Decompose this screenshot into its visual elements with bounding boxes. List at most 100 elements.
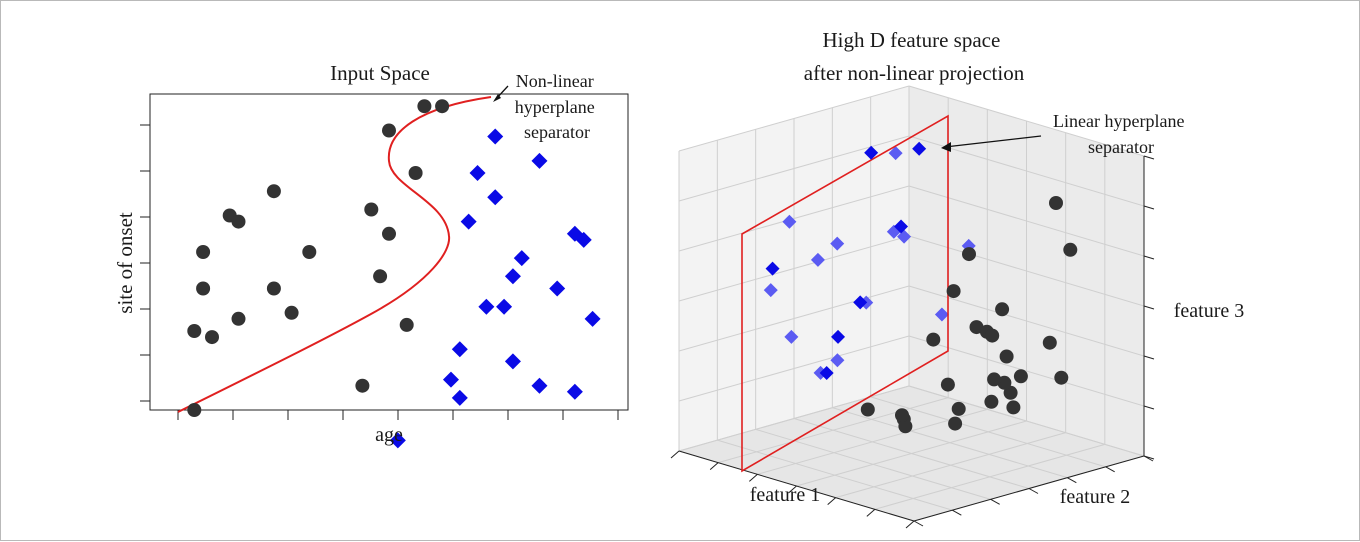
left-circle-point [266,184,281,199]
feature-circle-point [926,332,941,347]
feature-diamond-point [765,261,780,276]
left-diamond-point [531,377,548,394]
left-data-points [187,99,601,449]
gridline [908,85,1145,157]
left-circle-point [187,403,202,417]
right-panel-title: High D feature space after non-linear pr… [804,28,1025,85]
left-diamond-point [531,152,548,169]
left-diamond-point [451,389,468,406]
feature-2-tick [1105,466,1115,473]
feature-2-tick [913,520,924,527]
feature-3-tick [1143,155,1155,160]
left-diamond-point [584,310,601,327]
3d-panes [679,86,1144,521]
feature-2-label: feature 2 [1060,486,1131,508]
left-diamond-point [566,383,583,400]
feature-3-tick [1143,305,1155,310]
feature-circle-point [1006,400,1021,415]
left-diamond-point [442,371,459,388]
left-panel-title: Input Space [330,61,430,85]
feature-diamond-point [819,365,834,380]
feature-diamond-point [864,145,879,160]
left-diamond-point [504,268,521,285]
left-circle-point [231,311,246,326]
3d-axes [670,155,1155,529]
gridline [678,85,910,152]
left-circle-point [364,202,379,217]
left-circle-point [196,281,211,296]
feature-circle-point [1063,242,1078,257]
left-circle-point [399,317,414,332]
nonlinear-separator-curve [177,96,492,413]
feature-circle-point [1013,369,1028,384]
left-annotation-arrowhead [493,94,501,102]
feature-circle-point [940,377,955,392]
left-circle-point [205,330,219,345]
left-diamond-point [575,231,592,248]
left-diamond-point [513,250,530,267]
feature-circle-point [962,247,976,262]
feature-diamond-point [894,219,909,234]
right-annotation-arrowhead [941,142,951,152]
feature-circle-point [999,349,1014,364]
left-annotation-line-1: Non-linear [516,71,594,91]
left-circle-point [302,245,317,259]
feature-1-tick [788,485,797,494]
feature-circle-point [860,402,875,417]
feature-2-tick [1028,488,1039,494]
feature-3-tick [1143,355,1155,360]
left-circle-point [355,378,370,393]
left-circle-point [435,99,450,114]
left-plot-frame [149,93,629,411]
left-annotation: Non-linear hyperplane separator [515,71,599,142]
left-diamond-point [487,189,504,206]
left-diamond-point [460,213,477,230]
feature-circle-point [1003,385,1018,400]
feature-3-tick [1143,405,1155,410]
feature-circle-point [985,328,1000,343]
feature-3-tick [1143,455,1155,460]
feature-1-tick [827,497,836,506]
feature-circle-point [1042,335,1057,350]
left-diamond-point [504,353,521,370]
feature-diamond-point [853,295,868,310]
left-xlabel: age [375,424,403,446]
left-circle-point [382,123,396,138]
right-annotation-line-2: separator [1088,137,1154,157]
feature-3-label: feature 3 [1174,300,1245,322]
left-circle-point [373,269,388,284]
feature-circle-point [948,416,963,431]
feature-2-tick [1067,477,1077,484]
feature-3-tick [1143,255,1155,260]
feature-diamond-point [888,146,903,161]
right-title-line-2: after non-linear projection [804,61,1025,85]
gridline [874,443,1105,510]
feature-diamond-point [782,214,797,229]
right-annotation-line-1: Linear hyperplane [1053,111,1184,131]
left-axis-ticks [140,124,619,420]
feature-1-label: feature 1 [750,484,821,506]
feature-circle-point [987,372,1002,387]
feature-diamond-point [830,236,845,251]
left-diamond-point [451,341,468,358]
feature-circle-point [995,302,1010,317]
left-ylabel: site of onset [113,212,137,314]
left-circle-point [196,245,211,259]
feature-diamond-point [784,329,799,344]
left-diamond-point [389,432,406,449]
feature-diamond-point [934,307,949,322]
left-circle-point [266,281,281,296]
feature-3-tick [1143,205,1155,210]
left-diamond-point [469,165,486,181]
feature-circle-point [951,401,966,416]
feature-diamond-point [831,329,846,344]
feature-1-tick [866,508,876,517]
feature-circle-point [969,320,984,335]
left-circle-point [231,214,246,229]
left-circle-point [408,166,423,180]
feature-1-tick [749,473,758,482]
left-circle-point [187,324,202,338]
left-circle-point [284,305,299,320]
